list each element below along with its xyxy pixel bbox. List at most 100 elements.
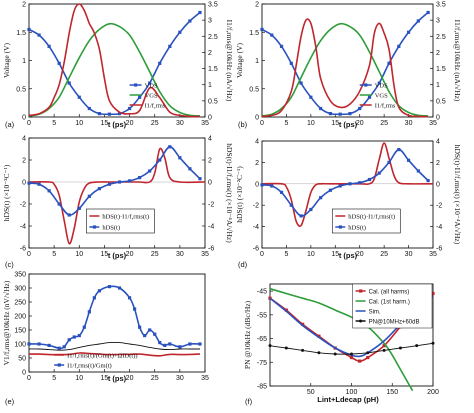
legend-label: hDS(t)·I1/f,rms(t) xyxy=(102,214,149,221)
y-right-tick-label: 1 xyxy=(436,82,440,89)
data-point xyxy=(138,95,142,99)
data-point xyxy=(426,178,430,183)
y-tick-label: -4 xyxy=(253,224,259,231)
data-point xyxy=(87,194,91,198)
x-tick-label: 35 xyxy=(429,251,437,258)
data-point xyxy=(387,61,391,65)
data-point xyxy=(57,346,61,350)
y-right-tick-label: 1.5 xyxy=(208,66,218,73)
y-tick-label: -6 xyxy=(20,246,26,253)
x-tick-label: 5 xyxy=(284,251,288,258)
data-point xyxy=(309,207,313,212)
panel-e: 0 5 10 15 20 25 30 35050100150200250300350(e)t … xyxy=(2,272,209,407)
panel-label: (d) xyxy=(238,260,248,269)
data-point xyxy=(97,112,101,116)
data-point xyxy=(260,183,264,187)
legend-label: VDS xyxy=(145,83,158,90)
x-tick-label: 20 xyxy=(126,251,134,258)
y-axis-label: Voltage (V) xyxy=(2,42,11,78)
y-right-tick-label: 2.5 xyxy=(436,34,446,41)
y-tick-label: 2 xyxy=(255,160,259,167)
data-point xyxy=(127,296,132,300)
data-point xyxy=(138,325,142,329)
x-tick-label: 20 xyxy=(126,375,134,382)
legend-label: VGS xyxy=(145,93,158,100)
y-tick-label: -2 xyxy=(253,203,259,210)
x-tick-label: 0 xyxy=(27,375,31,382)
y-tick-label: 350 xyxy=(14,272,26,279)
data-point xyxy=(188,19,192,23)
x-tick-label: 10 xyxy=(307,251,315,258)
series-line-2 xyxy=(28,342,200,351)
legend-marker xyxy=(338,225,342,229)
data-point xyxy=(117,112,122,116)
data-point xyxy=(198,10,202,15)
data-point xyxy=(72,335,76,339)
y-right-tick-label: 1 xyxy=(208,82,212,89)
x-tick-label: 0 xyxy=(27,251,31,258)
y-tick-label: 0 xyxy=(22,115,26,122)
data-point xyxy=(350,352,353,356)
data-point xyxy=(348,112,352,116)
legend-label: I1/f,rms xyxy=(145,103,166,110)
x-axis-label: t (ps) xyxy=(339,120,358,129)
x-tick-label: 15 xyxy=(101,375,109,382)
data-point xyxy=(82,325,86,329)
y-right-tick-label: -6 xyxy=(436,246,442,253)
panel-label: (f) xyxy=(245,397,253,406)
legend-label: Cal. (all harms) xyxy=(369,290,410,296)
legend-marker xyxy=(134,83,138,87)
data-point xyxy=(97,187,101,191)
data-point xyxy=(158,341,162,345)
y-tick-label: -6 xyxy=(253,246,259,253)
y-right-tick-label: -6 xyxy=(208,246,214,253)
data-point xyxy=(168,145,172,149)
data-point xyxy=(133,307,137,311)
y-tick-label: 200 xyxy=(14,314,26,321)
y-tick-label: 50 xyxy=(18,356,26,363)
data-point xyxy=(67,81,71,85)
data-point xyxy=(87,106,91,111)
data-point xyxy=(338,112,342,116)
y-right-tick-label: -4 xyxy=(436,224,442,231)
data-point xyxy=(148,81,152,85)
data-point xyxy=(289,61,293,65)
data-point xyxy=(168,342,172,346)
data-point xyxy=(284,346,288,350)
y-right-tick-label: 0 xyxy=(208,180,212,187)
y-tick-label: 2 xyxy=(22,2,26,9)
data-point xyxy=(178,345,182,349)
data-point xyxy=(47,343,51,347)
data-point xyxy=(148,169,152,173)
data-point xyxy=(107,182,112,186)
x-tick-label: 15 xyxy=(331,120,339,127)
x-tick-label: 200 xyxy=(427,389,439,396)
panel-label: (c) xyxy=(5,260,14,269)
data-point xyxy=(358,181,362,185)
legend-box xyxy=(352,283,433,329)
series-line-1 xyxy=(261,22,429,117)
data-point xyxy=(37,182,41,186)
data-point xyxy=(328,188,332,192)
data-point xyxy=(198,342,202,346)
data-point xyxy=(367,177,372,182)
legend-label: Cal. (1st harm.) xyxy=(369,300,410,306)
data-point xyxy=(153,332,157,336)
x-tick-label: 30 xyxy=(405,120,413,127)
data-point xyxy=(27,181,31,185)
plot-frame xyxy=(28,3,206,118)
data-point xyxy=(92,296,96,300)
x-tick-label: 15 xyxy=(101,120,109,127)
data-point xyxy=(279,190,284,194)
legend-marker xyxy=(364,83,368,87)
y-axis-label: hDS(t) (×10⁻²C⁻¹) xyxy=(235,166,244,223)
panel-label: (e) xyxy=(5,397,15,406)
x-axis-label: t (ps) xyxy=(108,251,127,260)
y-right-tick-label: 0 xyxy=(436,115,440,122)
panel-b: 0 5 10 15 20 25 30 3500.511.5200.511.522.533.5(… xyxy=(235,2,462,130)
data-point xyxy=(268,344,272,348)
data-point xyxy=(158,158,162,162)
data-point xyxy=(382,344,386,348)
